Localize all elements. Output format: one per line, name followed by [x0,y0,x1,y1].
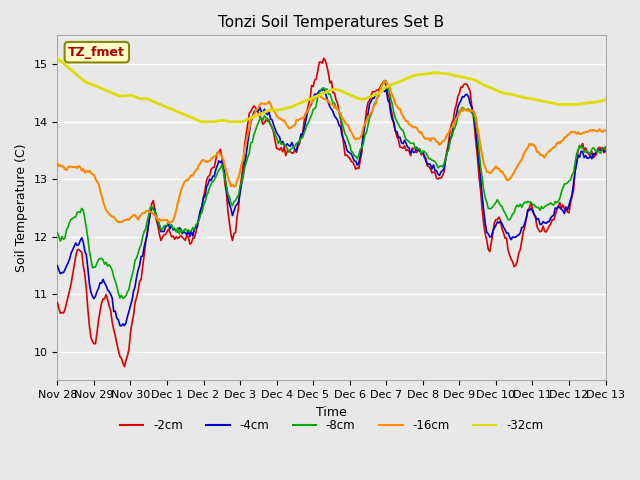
Title: Tonzi Soil Temperatures Set B: Tonzi Soil Temperatures Set B [218,15,445,30]
Text: TZ_fmet: TZ_fmet [68,46,125,59]
Legend: -2cm, -4cm, -8cm, -16cm, -32cm: -2cm, -4cm, -8cm, -16cm, -32cm [115,414,548,437]
X-axis label: Time: Time [316,406,347,419]
Y-axis label: Soil Temperature (C): Soil Temperature (C) [15,144,28,272]
